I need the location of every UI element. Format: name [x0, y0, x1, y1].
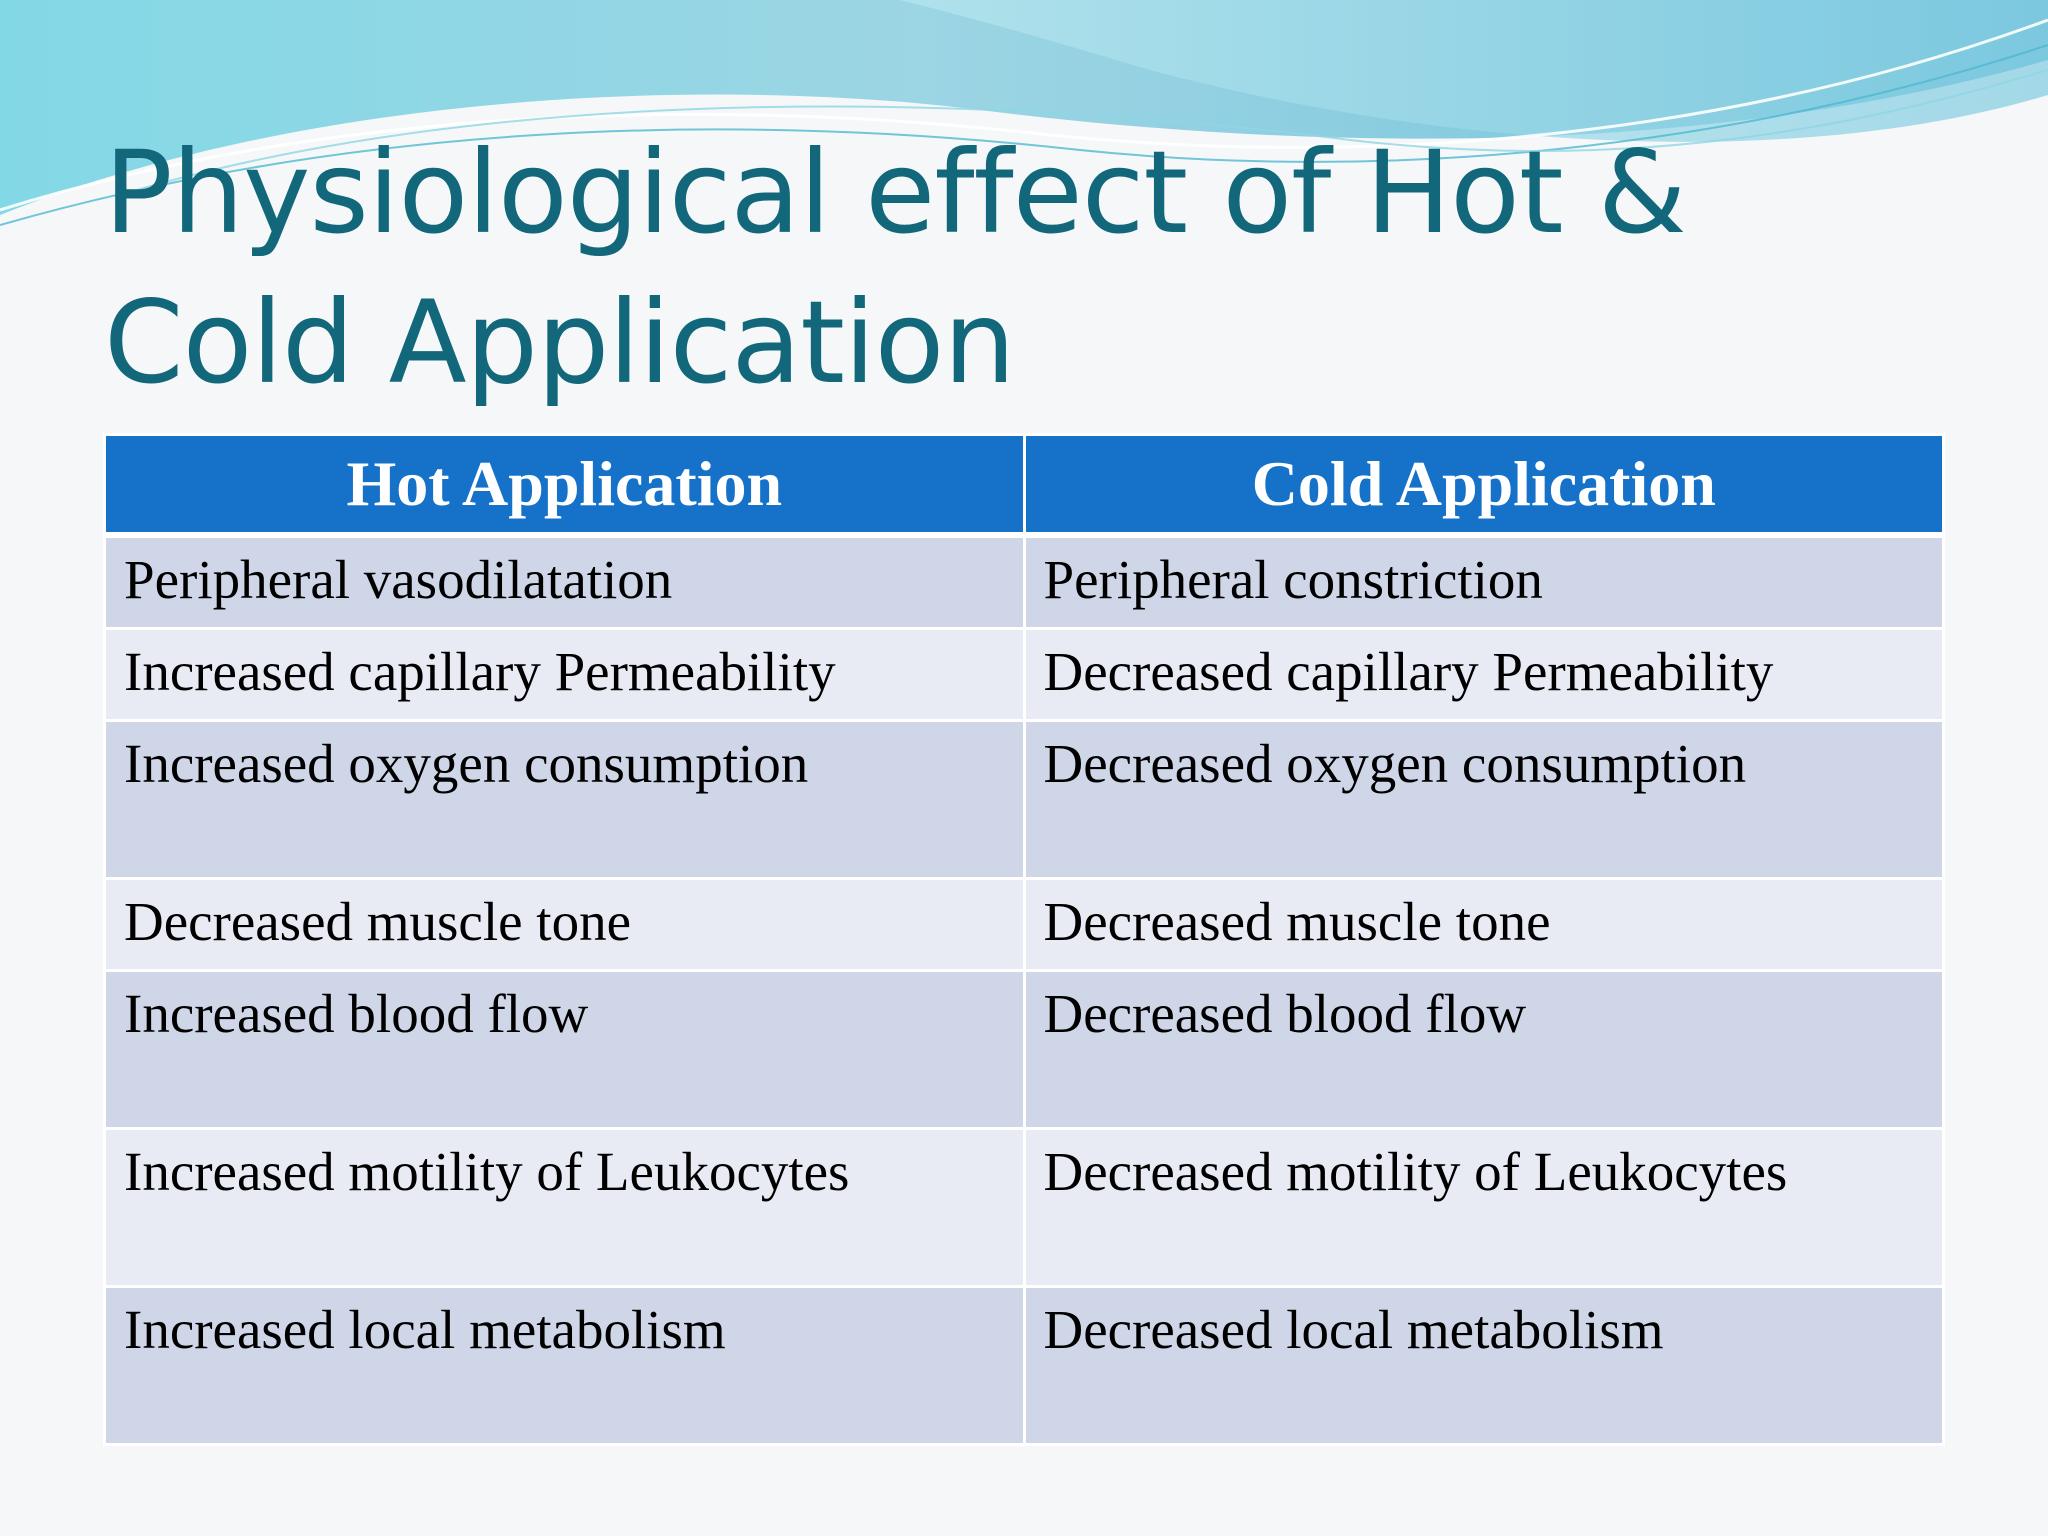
cold-cell: Decreased motility of Leukocytes	[1022, 1127, 1945, 1288]
table-row: Peripheral vasodilatation Peripheral con…	[103, 533, 1945, 630]
hot-cell: Peripheral vasodilatation	[103, 533, 1026, 630]
cold-cell: Decreased capillary Permeability	[1022, 627, 1945, 722]
header-cold-application: Cold Application	[1022, 433, 1945, 538]
decorative-wave-background	[0, 0, 2048, 226]
cold-cell: Decreased local metabolism	[1022, 1285, 1945, 1446]
table-row: Increased local metabolism Decreased loc…	[103, 1285, 1945, 1446]
hot-cell: Increased motility of Leukocytes	[103, 1127, 1026, 1288]
hot-cell: Increased local metabolism	[103, 1285, 1026, 1446]
table-row: Increased blood flow Decreased blood flo…	[103, 969, 1945, 1130]
table-row: Increased capillary Permeability Decreas…	[103, 627, 1945, 722]
hot-cell: Increased oxygen consumption	[103, 719, 1026, 880]
header-hot-application: Hot Application	[103, 433, 1026, 538]
comparison-table-container: Hot Application Cold Application Periphe…	[103, 433, 1945, 1446]
hot-cell: Increased capillary Permeability	[103, 627, 1026, 722]
cold-cell: Decreased blood flow	[1022, 969, 1945, 1130]
hot-cell: Decreased muscle tone	[103, 877, 1026, 972]
cold-cell: Decreased muscle tone	[1022, 877, 1945, 972]
cold-cell: Peripheral constriction	[1022, 533, 1945, 630]
slide-title: Physiological effect of Hot & Cold Appli…	[104, 126, 1687, 409]
table-row: Increased motility of Leukocytes Decreas…	[103, 1127, 1945, 1288]
comparison-table: Hot Application Cold Application Periphe…	[103, 433, 1945, 1446]
table-row: Decreased muscle tone Decreased muscle t…	[103, 877, 1945, 972]
cold-cell: Decreased oxygen consumption	[1022, 719, 1945, 880]
hot-cell: Increased blood flow	[103, 969, 1026, 1130]
table-header-row: Hot Application Cold Application	[103, 433, 1945, 538]
table-row: Increased oxygen consumption Decreased o…	[103, 719, 1945, 880]
